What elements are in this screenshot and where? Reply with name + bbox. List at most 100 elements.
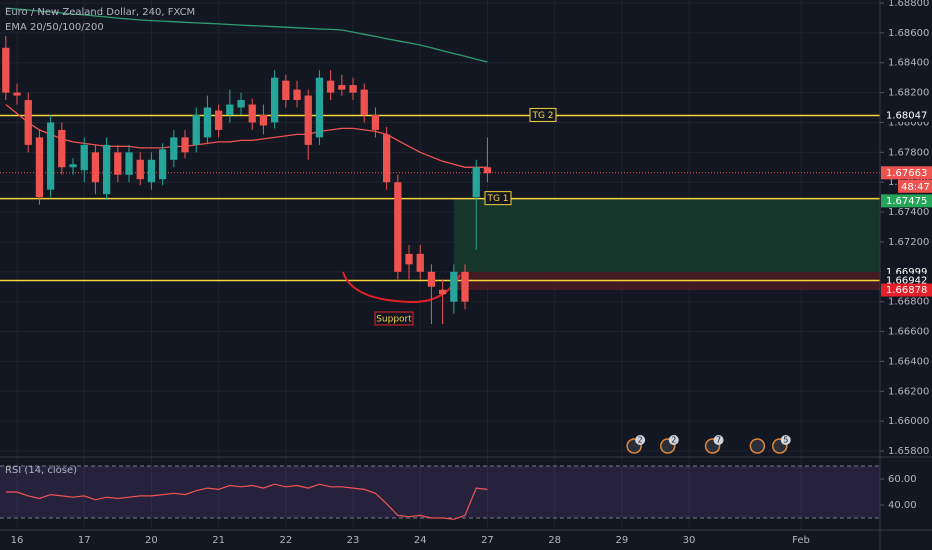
level-tag-box [529,107,557,122]
price-label: 1.68047 [886,110,927,121]
candle-body [102,144,111,195]
y-tick-label: 1.68200 [888,88,929,99]
event-badge [668,435,679,445]
rsi-tick-label: 40.00 [888,500,917,511]
countdown-box [898,179,932,193]
candle-body [58,129,66,168]
price-label-box [881,194,932,208]
candle-body [338,85,346,90]
candle-body [214,110,223,130]
candle-body [293,89,301,101]
candle-body [226,104,234,115]
candle-body [125,152,133,175]
rsi-title: RSI (14, close) [5,465,77,476]
x-tick-label: 23 [347,535,360,546]
y-tick-label: 1.65800 [888,446,929,457]
candle-body [450,271,458,302]
chart-title: Euro / New Zealand Dollar, 240, FXCM [5,7,195,18]
candle-body [69,164,77,168]
y-tick-label: 1.68000 [888,117,929,128]
candle-body [13,92,21,96]
zone [453,198,880,272]
level-tag: TG 1 [484,191,512,206]
x-tick-label: 30 [683,535,696,546]
ema-line [5,103,488,168]
y-tick-label: 1.68600 [888,28,929,39]
candle-body [158,149,167,180]
event-badge [635,435,646,445]
candle-body [304,95,312,145]
price-label-box [881,283,932,297]
candle-body [2,47,10,93]
candle-body [427,271,436,287]
x-tick-label: 22 [279,535,292,546]
candle-body [472,167,480,198]
x-tick-label: 20 [145,535,158,546]
candle-body [91,152,100,183]
support-label: Support [376,315,412,325]
y-tick-label: 1.66000 [888,416,929,427]
candle-body [438,289,447,295]
event-count: 7 [716,436,721,445]
y-tick-label: 1.66800 [888,297,929,308]
candle-body [483,167,492,174]
event-badge [713,435,724,445]
y-tick-label: 1.67800 [888,147,929,158]
ema-line [5,7,488,63]
price-label: 1.67475 [886,196,927,207]
candle-body [24,100,32,145]
event-badge [780,435,791,445]
support-box [374,311,414,326]
candle-body [192,114,200,145]
x-tick-label: 16 [11,535,24,546]
candle-body [114,152,122,175]
x-tick-label: Feb [792,535,810,546]
candle-body [405,253,413,265]
level-tag-label: TG 2 [531,111,553,121]
candle-body [461,271,469,302]
countdown: 48:47 [901,182,930,193]
candle-body [282,80,290,101]
event-count: 2 [638,436,643,445]
candle-body [416,253,424,272]
y-tick-label: 1.66200 [888,386,929,397]
y-tick-label: 1.68800 [888,0,929,9]
candle-body [315,77,324,138]
candle-body [349,85,357,93]
price-label: 1.66878 [886,285,927,296]
y-tick-label: 1.67200 [888,237,929,248]
x-tick-label: 21 [212,535,225,546]
candle-body [46,122,55,190]
price-label: 1.66999 [886,267,927,278]
x-tick-label: 24 [414,535,427,546]
candle-body [394,182,402,272]
event-count: 2 [671,436,676,445]
candle-body [237,100,245,108]
rsi-tick-label: 60.00 [888,474,917,485]
candle-body [136,159,144,180]
candle-body [382,134,391,183]
indicator-label: EMA 20/50/100/200 [5,22,104,33]
y-tick-label: 1.68400 [888,58,929,69]
candle-body [80,144,88,171]
candle-body [270,77,279,123]
candle-body [170,137,178,160]
x-tick-label: 28 [548,535,561,546]
level-tag: TG 2 [529,107,557,122]
candle-body [181,137,189,153]
price-label: 1.67663 [886,168,927,179]
y-tick-label: 1.67400 [888,207,929,218]
event-icon [749,438,766,454]
level-tag-label: TG 1 [486,194,508,204]
x-tick-label: 17 [78,535,91,546]
rsi-line [5,483,488,520]
price-label-box [881,166,932,180]
candle-body [259,114,268,126]
event-count: 5 [783,436,788,445]
level-tag-box [484,191,512,206]
candle-body [203,107,212,138]
rsi-band-fill [0,465,880,519]
y-tick-label: 1.66600 [888,327,929,338]
